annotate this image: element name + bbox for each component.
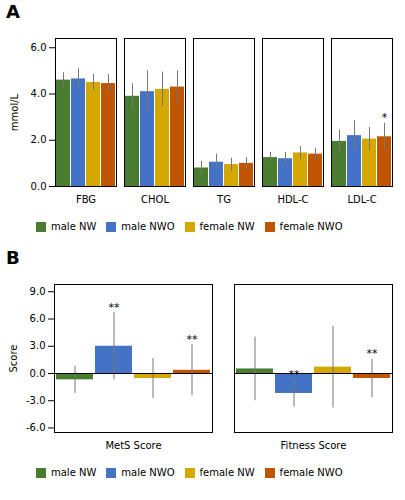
- svg-text:TG: TG: [216, 194, 231, 205]
- html-text:B: B: [6, 247, 20, 268]
- svg-text:0.0: 0.0: [31, 181, 47, 192]
- svg-text:**: **: [187, 333, 199, 346]
- html-text:male NW: male NW: [51, 467, 97, 478]
- svg-text:0.0: 0.0: [30, 368, 46, 379]
- svg-text:Score: Score: [8, 344, 19, 372]
- svg-text:Fitness Score: Fitness Score: [281, 440, 347, 451]
- svg-text:6.0: 6.0: [30, 313, 46, 324]
- svg-text:-6.0: -6.0: [26, 422, 46, 433]
- svg-text:2.0: 2.0: [31, 134, 47, 145]
- svg-text:HDL-C: HDL-C: [277, 194, 308, 205]
- svg-text:MetS Score: MetS Score: [105, 440, 161, 451]
- svg-text:LDL-C: LDL-C: [347, 194, 376, 205]
- html-text:A: A: [6, 1, 20, 22]
- svg-text:3.0: 3.0: [30, 340, 46, 351]
- svg-text:*: *: [382, 111, 388, 124]
- svg-text:FBG: FBG: [76, 194, 96, 205]
- svg-text:9.0: 9.0: [30, 286, 46, 297]
- html-text:female NWO: female NWO: [279, 467, 343, 478]
- svg-text:CHOL: CHOL: [141, 194, 169, 205]
- svg-text:**: **: [367, 347, 379, 360]
- svg-text:**: **: [109, 301, 121, 314]
- html-text:female NW: female NW: [199, 467, 255, 478]
- html-text:male NWO: male NWO: [121, 467, 175, 478]
- svg-text:**: **: [289, 368, 301, 381]
- svg-text:-3.0: -3.0: [26, 395, 46, 406]
- html-text:male NW: male NW: [51, 221, 97, 232]
- html-text:male NWO: male NWO: [121, 221, 175, 232]
- html-text:female NWO: female NWO: [279, 221, 343, 232]
- html-text:female NW: female NW: [199, 221, 255, 232]
- svg-text:6.0: 6.0: [31, 42, 47, 53]
- svg-text:mmol/L: mmol/L: [9, 93, 20, 131]
- svg-text:4.0: 4.0: [31, 88, 47, 99]
